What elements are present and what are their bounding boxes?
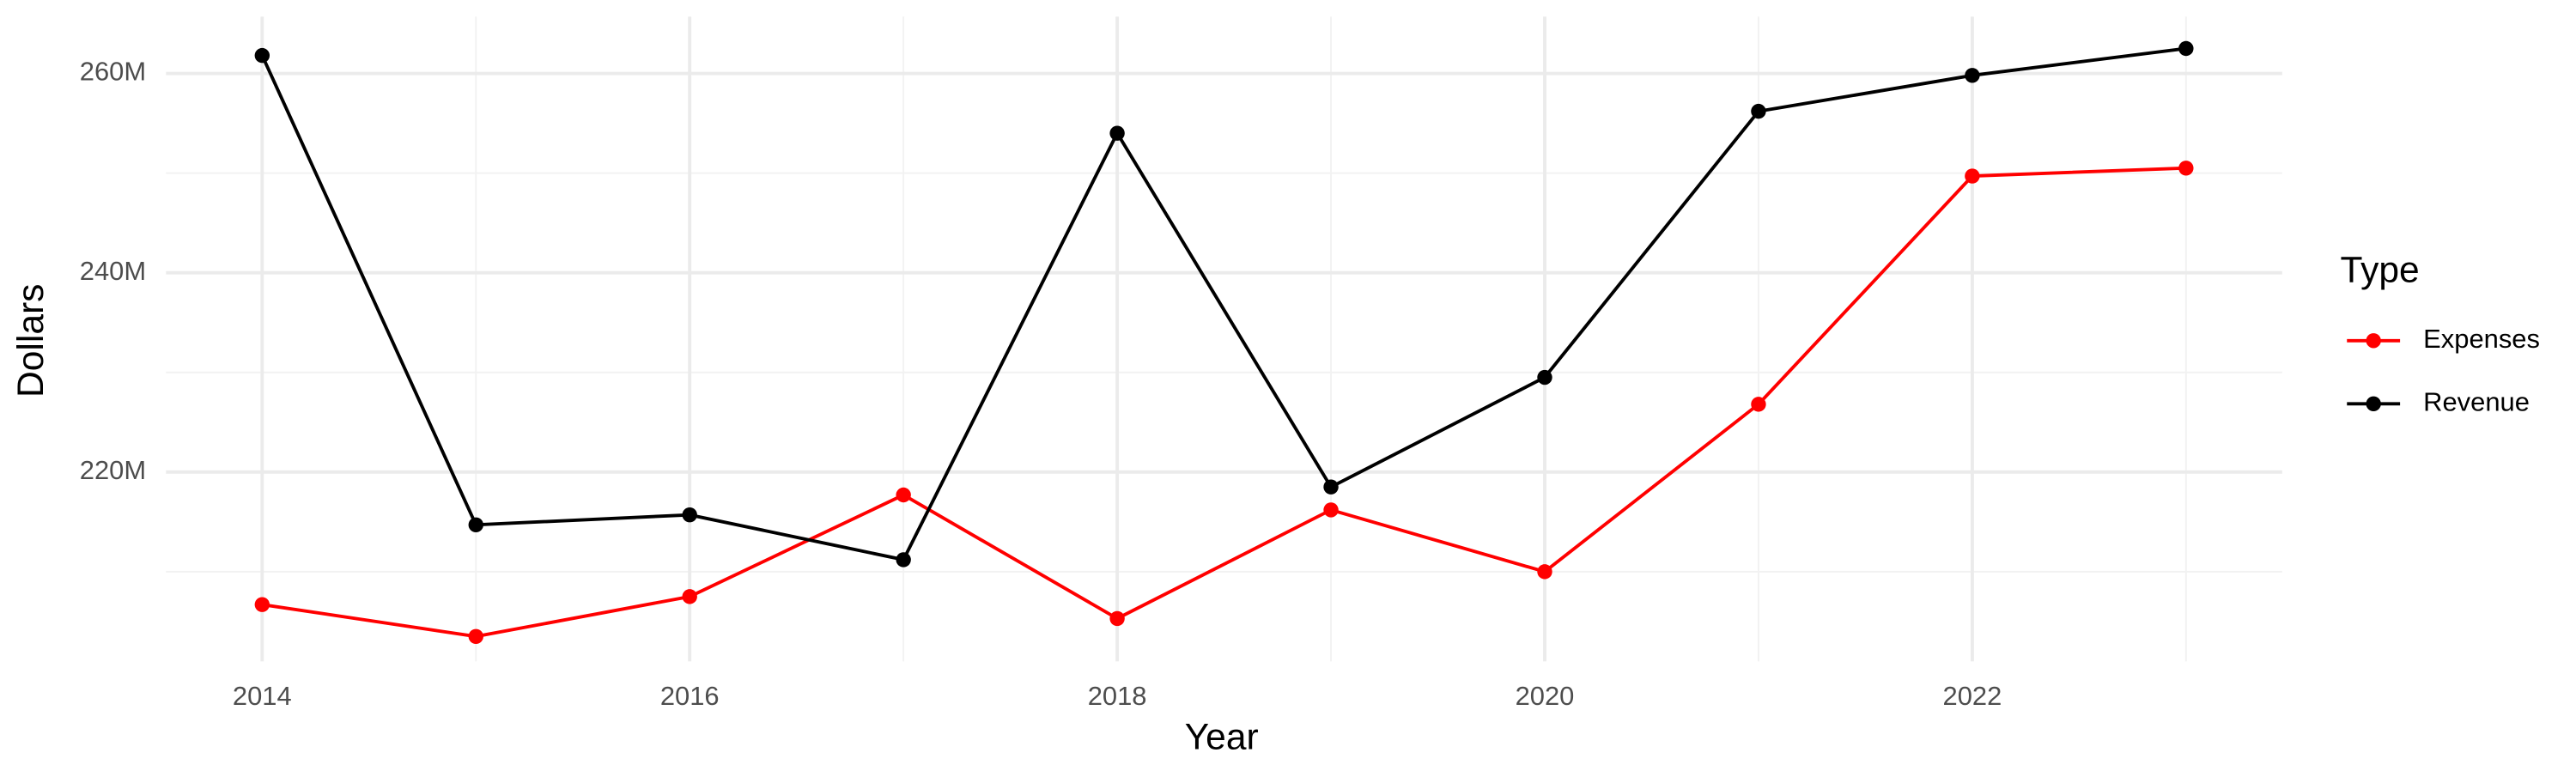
x-tick-label: 2014 [233,681,292,711]
grid [166,16,2282,662]
data-point [1965,168,1980,184]
data-point [1751,103,1766,119]
y-tick-label: 260M [80,57,146,87]
data-point [1323,479,1339,495]
legend-title: Type [2341,250,2420,291]
data-point [1537,369,1552,385]
x-tick-label: 2020 [1516,681,1575,711]
y-axis-title: Dollars [10,284,52,398]
legend-point [2366,333,2381,349]
data-point [682,589,697,604]
data-point [254,47,270,64]
x-tick-label: 2022 [1942,681,2002,711]
data-point [896,487,911,503]
legend-label: Revenue [2423,386,2530,416]
series-line [260,46,2187,562]
series-line [262,166,2186,639]
data-point [1965,68,1980,83]
data-point [1537,564,1552,580]
data-point [468,628,483,645]
legend-label: Expenses [2423,324,2540,354]
data-point [1323,502,1339,518]
data-point [1751,397,1766,412]
x-tick-label: 2016 [660,681,720,711]
data-point [1109,610,1125,627]
data-point [1109,125,1125,141]
data-point [2178,161,2194,176]
x-tick-label: 2018 [1088,681,1147,711]
legend-point [2366,396,2381,412]
data-point [2178,40,2194,57]
data-point [682,507,697,523]
x-axis-title: Year [1185,717,1259,758]
data-point [468,517,483,533]
y-tick-label: 220M [80,455,146,485]
y-tick-label: 240M [80,256,146,286]
data-point [254,597,270,612]
data-point [896,552,911,568]
